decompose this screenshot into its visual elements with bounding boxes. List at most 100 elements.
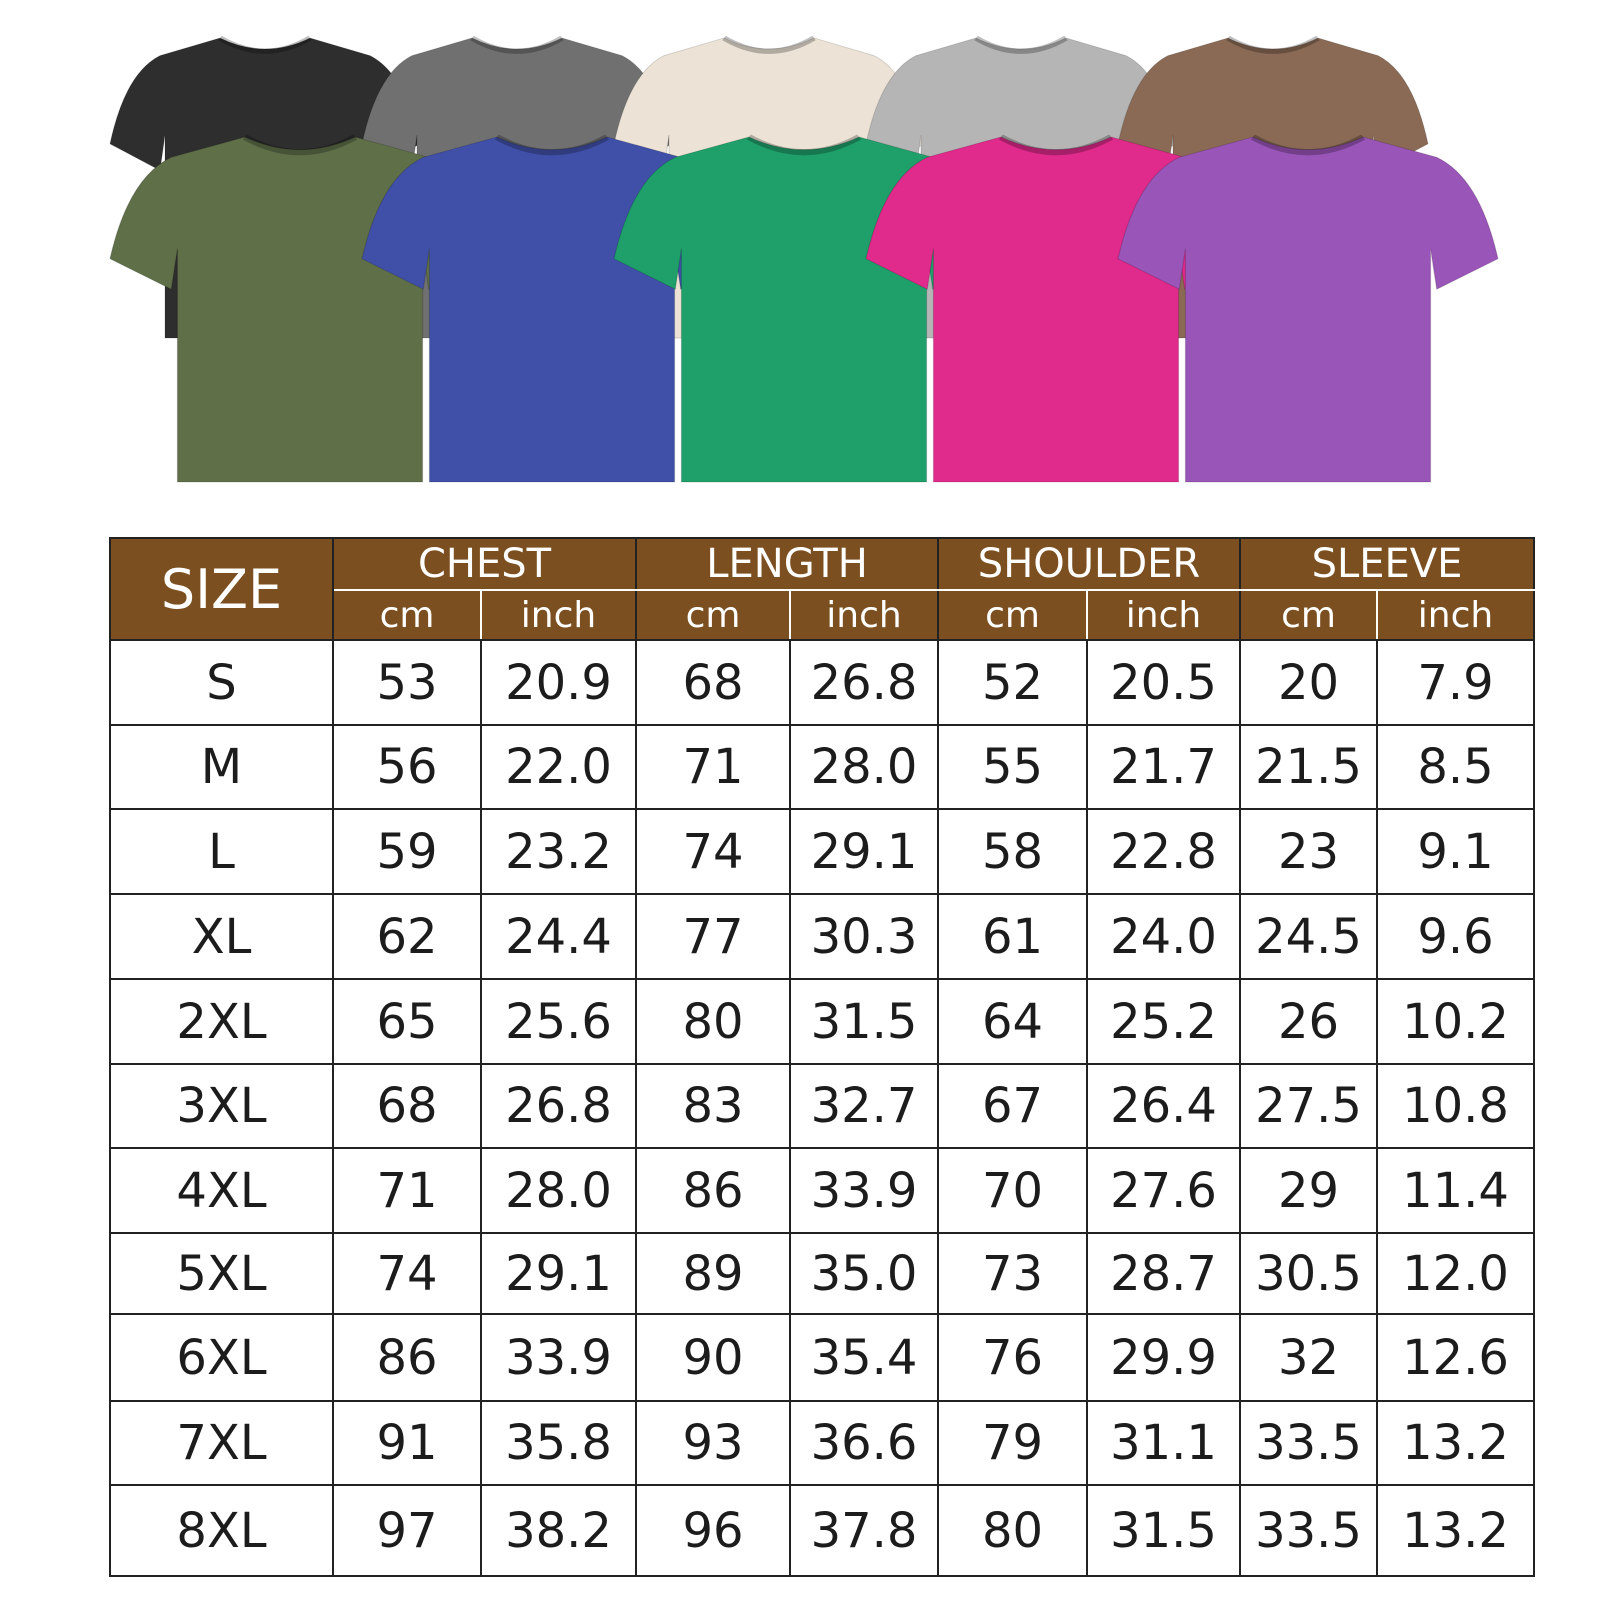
value-cell: 73: [937, 1232, 1088, 1315]
size-cell: 7XL: [109, 1400, 334, 1486]
size-header: SIZE: [109, 537, 334, 641]
value-cell: 20: [1239, 639, 1378, 726]
value-cell: 29: [1239, 1147, 1378, 1234]
value-cell: 80: [635, 978, 791, 1065]
value-cell: 29.9: [1086, 1313, 1241, 1402]
value-cell: 62: [332, 893, 482, 980]
value-cell: 26.8: [789, 639, 939, 726]
table-row: M 56 22.0 71 28.0 55 21.7 21.5 8.5: [109, 724, 1535, 810]
value-cell: 86: [332, 1313, 482, 1402]
tshirt-purple: [1117, 134, 1499, 483]
value-cell: 30.5: [1239, 1232, 1378, 1315]
value-cell: 83: [635, 1063, 791, 1149]
table-row: L 59 23.2 74 29.1 58 22.8 23 9.1: [109, 808, 1535, 895]
value-cell: 12.6: [1376, 1313, 1535, 1402]
value-cell: 55: [937, 724, 1088, 810]
value-cell: 9.1: [1376, 808, 1535, 895]
value-cell: 35.0: [789, 1232, 939, 1315]
unit-inch: inch: [1086, 589, 1241, 641]
value-cell: 52: [937, 639, 1088, 726]
value-cell: 68: [635, 639, 791, 726]
value-cell: 67: [937, 1063, 1088, 1149]
size-cell: 3XL: [109, 1063, 334, 1149]
value-cell: 33.9: [480, 1313, 637, 1402]
value-cell: 22.8: [1086, 808, 1241, 895]
value-cell: 10.8: [1376, 1063, 1535, 1149]
value-cell: 8.5: [1376, 724, 1535, 810]
value-cell: 30.3: [789, 893, 939, 980]
size-cell: M: [109, 724, 334, 810]
value-cell: 27.5: [1239, 1063, 1378, 1149]
unit-cm: cm: [635, 589, 791, 641]
size-chart-table: SIZE CHEST LENGTH SHOULDER SLEEVE cm inch cm inc…: [109, 537, 1535, 1577]
value-cell: 29.1: [789, 808, 939, 895]
unit-inch: inch: [789, 589, 939, 641]
value-cell: 31.5: [1086, 1484, 1241, 1577]
header-shoulder: SHOULDER: [937, 537, 1241, 591]
size-cell: 2XL: [109, 978, 334, 1065]
header-length: LENGTH: [635, 537, 939, 591]
value-cell: 24.0: [1086, 893, 1241, 980]
value-cell: 56: [332, 724, 482, 810]
header-sleeve: SLEEVE: [1239, 537, 1535, 591]
value-cell: 35.4: [789, 1313, 939, 1402]
value-cell: 25.6: [480, 978, 637, 1065]
value-cell: 76: [937, 1313, 1088, 1402]
value-cell: 86: [635, 1147, 791, 1234]
value-cell: 23: [1239, 808, 1378, 895]
value-cell: 70: [937, 1147, 1088, 1234]
value-cell: 7.9: [1376, 639, 1535, 726]
value-cell: 74: [332, 1232, 482, 1315]
value-cell: 31.5: [789, 978, 939, 1065]
value-cell: 79: [937, 1400, 1088, 1486]
value-cell: 9.6: [1376, 893, 1535, 980]
value-cell: 12.0: [1376, 1232, 1535, 1315]
value-cell: 32: [1239, 1313, 1378, 1402]
value-cell: 38.2: [480, 1484, 637, 1577]
value-cell: 21.7: [1086, 724, 1241, 810]
size-cell: 6XL: [109, 1313, 334, 1402]
header-chest: CHEST: [332, 537, 637, 591]
value-cell: 13.2: [1376, 1400, 1535, 1486]
value-cell: 64: [937, 978, 1088, 1065]
unit-inch: inch: [1376, 589, 1535, 641]
table-row: 4XL 71 28.0 86 33.9 70 27.6 29 11.4: [109, 1147, 1535, 1234]
value-cell: 28.0: [480, 1147, 637, 1234]
value-cell: 28.0: [789, 724, 939, 810]
value-cell: 27.6: [1086, 1147, 1241, 1234]
size-cell: XL: [109, 893, 334, 980]
value-cell: 77: [635, 893, 791, 980]
value-cell: 53: [332, 639, 482, 726]
table-row: 2XL 65 25.6 80 31.5 64 25.2 26 10.2: [109, 978, 1535, 1065]
unit-cm: cm: [937, 589, 1088, 641]
size-cell: S: [109, 639, 334, 726]
value-cell: 22.0: [480, 724, 637, 810]
value-cell: 58: [937, 808, 1088, 895]
value-cell: 80: [937, 1484, 1088, 1577]
value-cell: 71: [635, 724, 791, 810]
value-cell: 26.8: [480, 1063, 637, 1149]
size-cell: 4XL: [109, 1147, 334, 1234]
value-cell: 90: [635, 1313, 791, 1402]
value-cell: 89: [635, 1232, 791, 1315]
value-cell: 59: [332, 808, 482, 895]
value-cell: 33.5: [1239, 1400, 1378, 1486]
size-cell: L: [109, 808, 334, 895]
tshirt-color-swatches: [109, 35, 1499, 483]
value-cell: 32.7: [789, 1063, 939, 1149]
value-cell: 91: [332, 1400, 482, 1486]
value-cell: 33.9: [789, 1147, 939, 1234]
value-cell: 33.5: [1239, 1484, 1378, 1577]
value-cell: 25.2: [1086, 978, 1241, 1065]
value-cell: 26: [1239, 978, 1378, 1065]
value-cell: 21.5: [1239, 724, 1378, 810]
size-cell: 5XL: [109, 1232, 334, 1315]
value-cell: 74: [635, 808, 791, 895]
value-cell: 13.2: [1376, 1484, 1535, 1577]
value-cell: 20.9: [480, 639, 637, 726]
unit-inch: inch: [480, 589, 637, 641]
table-row: 6XL 86 33.9 90 35.4 76 29.9 32 12.6: [109, 1313, 1535, 1402]
value-cell: 24.4: [480, 893, 637, 980]
value-cell: 24.5: [1239, 893, 1378, 980]
value-cell: 97: [332, 1484, 482, 1577]
